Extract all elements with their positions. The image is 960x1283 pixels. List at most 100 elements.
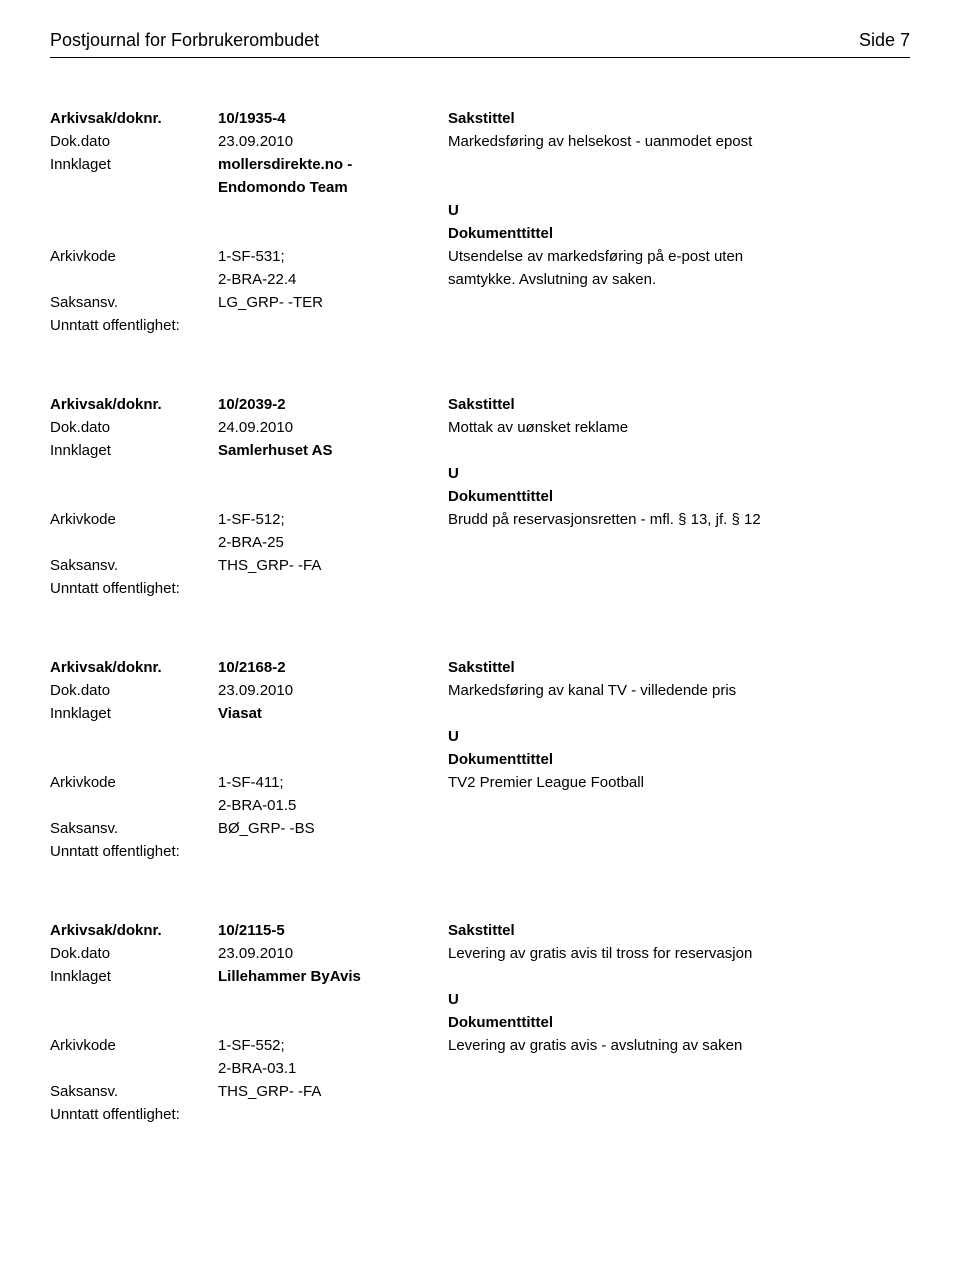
label-dokdato: Dok.dato <box>50 131 218 152</box>
value-sakstittel: Markedsføring av kanal TV - villedende p… <box>448 680 910 701</box>
label-unntatt: Unntatt offentlighet: <box>50 578 180 599</box>
value-doktekst <box>448 1058 910 1079</box>
empty-cell <box>218 223 448 244</box>
empty-cell <box>448 177 910 198</box>
label-arkivkode: Arkivkode <box>50 246 218 267</box>
empty-cell <box>50 200 218 221</box>
entries-container: Arkivsak/doknr.10/1935-4SakstittelDok.da… <box>50 108 910 1125</box>
label-dokumenttittel: Dokumenttittel <box>448 486 910 507</box>
journal-entry: Arkivsak/doknr.10/2115-5SakstittelDok.da… <box>50 920 910 1125</box>
label-arkivkode: Arkivkode <box>50 772 218 793</box>
value-doktekst <box>448 795 910 816</box>
label-dokumenttittel: Dokumenttittel <box>448 223 910 244</box>
label-arkivkode: Arkivkode <box>50 509 218 530</box>
value-arkivsak: 10/2115-5 <box>218 920 448 941</box>
label-u: U <box>448 989 910 1010</box>
empty-cell <box>50 463 218 484</box>
label-dokdato: Dok.dato <box>50 680 218 701</box>
label-u: U <box>448 463 910 484</box>
label-arkivsak: Arkivsak/doknr. <box>50 394 218 415</box>
label-sakstittel: Sakstittel <box>448 394 910 415</box>
value-arkivkode: 2-BRA-03.1 <box>218 1058 448 1079</box>
label-dokdato: Dok.dato <box>50 943 218 964</box>
journal-entry: Arkivsak/doknr.10/1935-4Sakstittel Dok.da… <box>50 108 910 336</box>
label-arkivkode <box>50 1058 218 1079</box>
empty-cell <box>218 749 448 770</box>
value-arkivkode: 2-BRA-22.4 <box>218 269 448 290</box>
value-arkivkode: 2-BRA-01.5 <box>218 795 448 816</box>
empty-cell <box>218 989 448 1010</box>
page-header: Postjournal for Forbrukerombudet Side 7 <box>50 30 910 58</box>
value-arkivkode: 1-SF-512; <box>218 509 448 530</box>
empty-cell <box>448 1081 910 1102</box>
label-innklaget <box>50 177 218 198</box>
value-sakstittel: Mottak av uønsket reklame <box>448 417 910 438</box>
header-title: Postjournal for Forbrukerombudet <box>50 30 319 51</box>
value-arkivsak: 10/1935-4 <box>218 108 448 129</box>
value-arkivkode: 1-SF-411; <box>218 772 448 793</box>
label-u: U <box>448 200 910 221</box>
value-innklaget: Lillehammer ByAvis <box>218 966 448 987</box>
value-arkivsak: 10/2168-2 <box>218 657 448 678</box>
empty-cell <box>448 154 910 175</box>
label-innklaget: Innklaget <box>50 154 218 175</box>
label-u: U <box>448 726 910 747</box>
label-sakstittel: Sakstittel <box>448 657 910 678</box>
value-saksansv: LG_GRP- -TER <box>218 292 448 313</box>
journal-entry: Arkivsak/doknr.10/2039-2SakstittelDok.da… <box>50 394 910 599</box>
label-arkivsak: Arkivsak/doknr. <box>50 657 218 678</box>
value-sakstittel: Levering av gratis avis til tross for re… <box>448 943 910 964</box>
value-dokdato: 23.09.2010 <box>218 943 448 964</box>
journal-entry: Arkivsak/doknr.10/2168-2Sakstittel Dok.da… <box>50 657 910 862</box>
value-doktekst: samtykke. Avslutning av saken. <box>448 269 910 290</box>
empty-cell <box>218 200 448 221</box>
label-saksansv: Saksansv. <box>50 555 218 576</box>
label-dokumenttittel: Dokumenttittel <box>448 1012 910 1033</box>
value-doktekst: Brudd på reservasjonsretten - mfl. § 13,… <box>448 509 910 530</box>
label-innklaget: Innklaget <box>50 966 218 987</box>
empty-cell <box>448 555 910 576</box>
value-dokdato: 23.09.2010 <box>218 131 448 152</box>
label-sakstittel: Sakstittel <box>448 108 910 129</box>
value-sakstittel: Markedsføring av helsekost - uanmodet ep… <box>448 131 910 152</box>
empty-cell <box>218 1012 448 1033</box>
value-innklaget: mollersdirekte.no - <box>218 154 448 175</box>
value-saksansv: THS_GRP- -FA <box>218 1081 448 1102</box>
value-doktekst: Levering av gratis avis - avslutning av … <box>448 1035 910 1056</box>
value-saksansv: THS_GRP- -FA <box>218 555 448 576</box>
header-page: Side 7 <box>859 30 910 51</box>
value-dokdato: 23.09.2010 <box>218 680 448 701</box>
label-saksansv: Saksansv. <box>50 818 218 839</box>
label-unntatt: Unntatt offentlighet: <box>50 841 180 862</box>
label-arkivkode: Arkivkode <box>50 1035 218 1056</box>
label-sakstittel: Sakstittel <box>448 920 910 941</box>
empty-cell <box>448 818 910 839</box>
label-saksansv: Saksansv. <box>50 1081 218 1102</box>
empty-cell <box>50 486 218 507</box>
empty-cell <box>218 726 448 747</box>
value-innklaget: Viasat <box>218 703 448 724</box>
label-arkivsak: Arkivsak/doknr. <box>50 108 218 129</box>
label-arkivkode <box>50 532 218 553</box>
value-arkivkode: 1-SF-552; <box>218 1035 448 1056</box>
label-unntatt: Unntatt offentlighet: <box>50 315 180 336</box>
value-doktekst: TV2 Premier League Football <box>448 772 910 793</box>
empty-cell <box>50 749 218 770</box>
value-innklaget: Endomondo Team <box>218 177 448 198</box>
empty-cell <box>50 989 218 1010</box>
value-dokdato: 24.09.2010 <box>218 417 448 438</box>
label-dokdato: Dok.dato <box>50 417 218 438</box>
empty-cell <box>218 486 448 507</box>
empty-cell <box>218 463 448 484</box>
label-arkivkode <box>50 269 218 290</box>
value-arkivkode: 1-SF-531; <box>218 246 448 267</box>
value-innklaget: Samlerhuset AS <box>218 440 448 461</box>
value-doktekst <box>448 532 910 553</box>
empty-cell <box>50 1012 218 1033</box>
value-saksansv: BØ_GRP- -BS <box>218 818 448 839</box>
empty-cell <box>448 966 910 987</box>
label-innklaget: Innklaget <box>50 703 218 724</box>
empty-cell <box>50 223 218 244</box>
empty-cell <box>50 726 218 747</box>
value-doktekst: Utsendelse av markedsføring på e-post ut… <box>448 246 910 267</box>
